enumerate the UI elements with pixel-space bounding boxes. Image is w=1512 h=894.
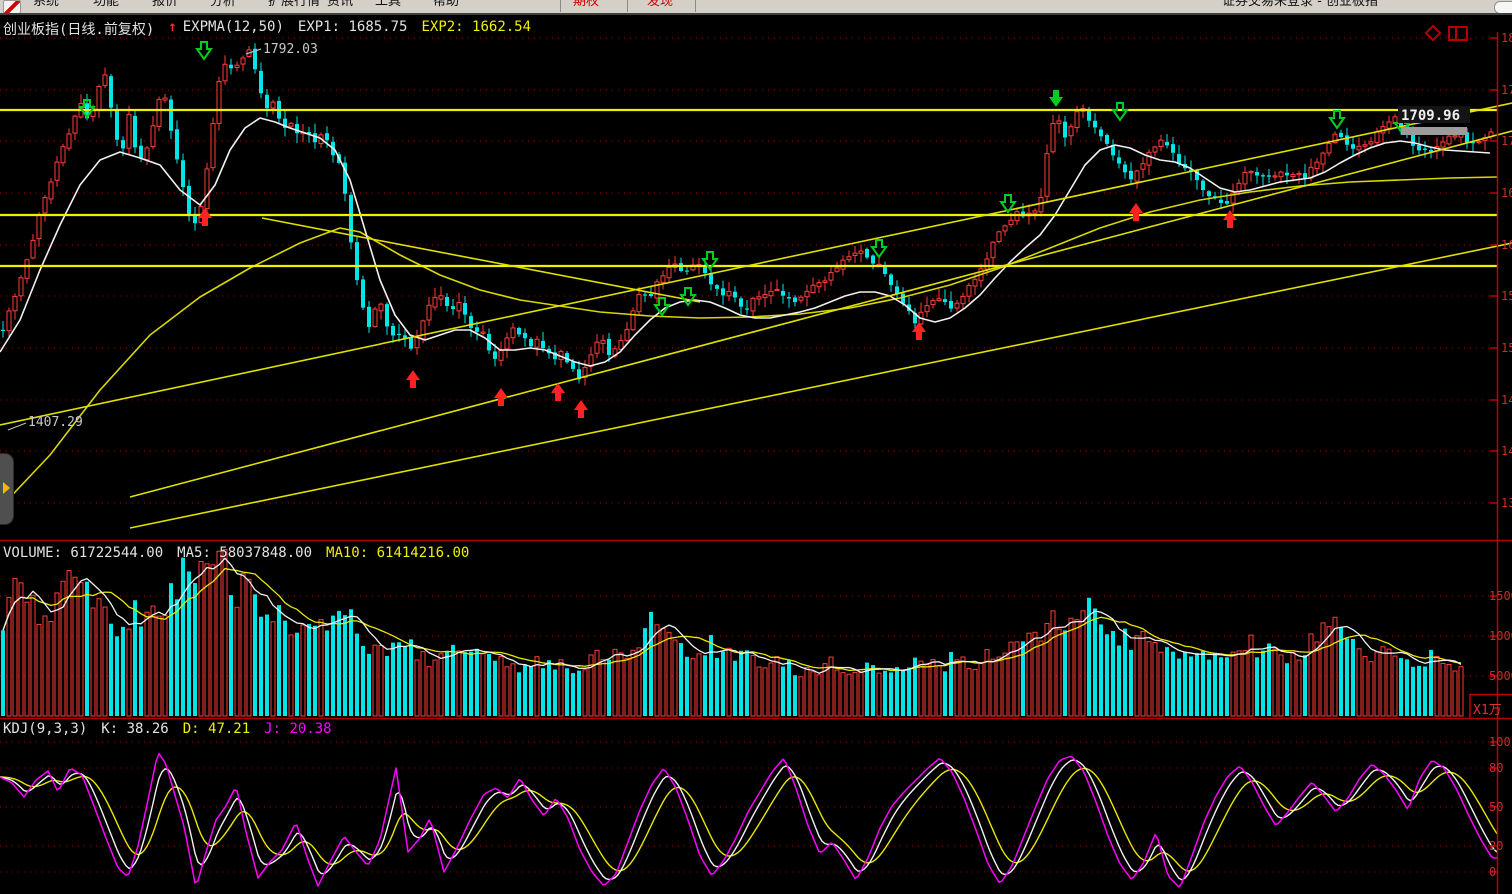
menu-item-function[interactable]: 功能 [93,0,120,9]
app-logo-icon[interactable] [3,0,21,13]
exp2-value: EXP2: 1662.54 [421,19,532,35]
menu-item-analysis[interactable]: 分析 [210,0,237,9]
kdj-indicator-readout: KDJ(9,3,3) K: 38.26 D: 47.21 J: 20.38 [3,721,332,737]
kdj-name: KDJ(9,3,3) [3,721,88,737]
menu-overflow-button[interactable] [1494,1,1512,13]
menu-item-options[interactable]: 期权 [573,0,600,9]
axis-tick-label: 1400 [1501,444,1512,458]
svg-text:1709.96: 1709.96 [1401,108,1460,124]
axis-tick-label: 1800 [1501,31,1512,45]
axis-tick-label: 80 [1489,761,1504,775]
menu-item-system[interactable]: 系统 [33,0,60,9]
axis-tick-label: 1600 [1501,238,1512,252]
menu-separator [695,0,696,12]
instrument-title: 创业板指(日线.前复权) [3,22,155,38]
axis-tick-label: 1750 [1501,83,1512,97]
axis-tick-label: 1450 [1501,393,1512,407]
axis-tick-label: 1650 [1501,186,1512,200]
axis-tick-label: 15000 [1489,589,1512,603]
exp1-value: EXP1: 1685.75 [297,19,408,35]
menu-bar: 系统 功能 报价 分析 扩展行情 资讯 工具 帮助 期权 发现 证券交易未登录 … [0,0,1512,15]
axis-tick-label: 0 [1489,865,1497,879]
axis-tick-label: 100 [1489,735,1511,749]
volume-indicator-readout: VOLUME: 61722544.00 MA5: 58037848.00 MA1… [3,545,469,561]
menu-separator [560,0,561,12]
axis-tick-label: 10000 [1489,629,1512,643]
axis-tick-label: 5000 [1489,669,1512,683]
split-window-icon[interactable] [1448,26,1468,41]
sidebar-expand-handle[interactable] [0,453,14,525]
kdj-j-value: J: 20.38 [264,721,332,737]
axis-tick-label: 1550 [1501,289,1512,303]
axis-tick-label: 1500 [1501,341,1512,355]
login-status-text: 证券交易未登录 - 创业板指 [1222,0,1378,9]
axis-tick-label: 20 [1489,839,1504,853]
up-arrow-icon: ↑ [168,19,177,35]
volume-ma10-value: MA10: 61414216.00 [326,545,470,561]
axis-tick-label: 1350 [1501,496,1512,510]
volume-ma5-value: MA5: 58037848.00 [177,545,313,561]
main-indicator-readout: 创业板指(日线.前复权) ↑ EXPMA(12,50) EXP1: 1685.7… [3,19,531,39]
kdj-d-value: D: 47.21 [182,721,251,737]
menu-separator [627,0,628,12]
menu-item-info[interactable]: 资讯 [327,0,354,9]
menu-item-help[interactable]: 帮助 [433,0,460,9]
menu-item-discover[interactable]: 发现 [647,0,674,9]
expand-arrow-icon [3,482,10,494]
menu-item-tools[interactable]: 工具 [375,0,402,9]
volume-unit-label: X1万 [1473,703,1502,718]
indicator-name: EXPMA(12,50) [182,19,284,35]
menu-item-extended-quotes[interactable]: 扩展行情 [268,0,321,9]
low-price-label: 1407.29 [28,415,83,430]
menu-item-quotes[interactable]: 报价 [152,0,179,9]
axis-tick-label: 1700 [1501,134,1512,148]
split-window-pane [1450,28,1457,39]
kdj-k-value: K: 38.26 [101,721,169,737]
axis-tick-label: 50 [1489,800,1504,814]
volume-value: VOLUME: 61722544.00 [3,545,164,561]
high-price-label: 1792.03 [263,42,318,57]
